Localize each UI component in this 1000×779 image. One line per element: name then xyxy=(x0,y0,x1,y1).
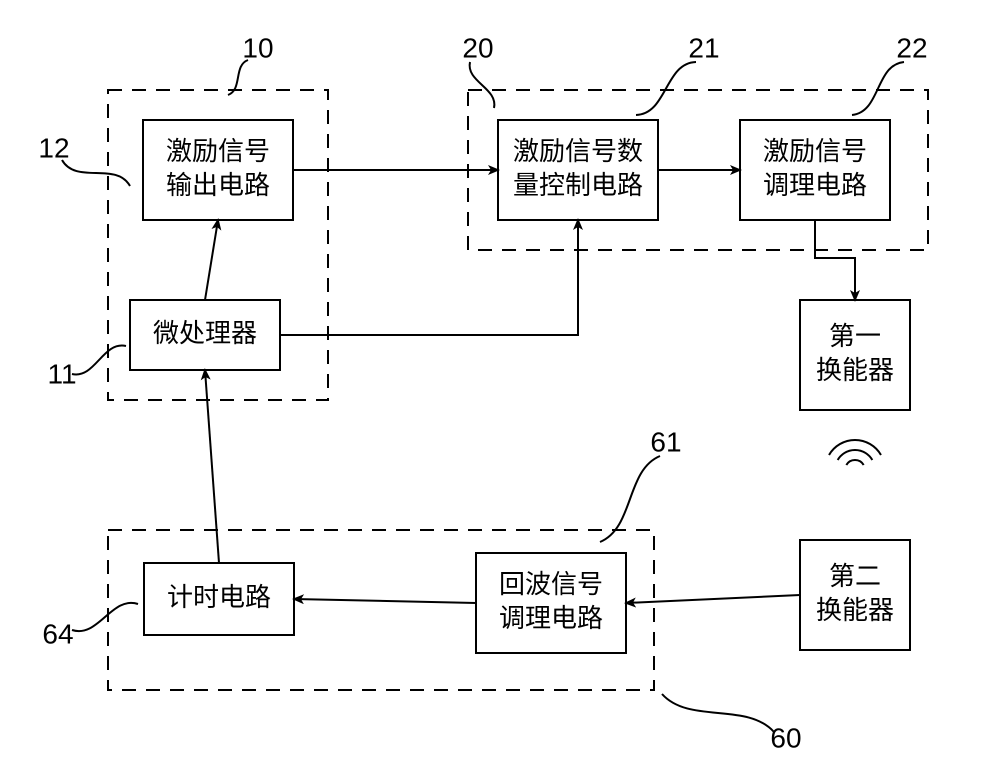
box-b21-label-0: 激励信号数 xyxy=(513,136,643,166)
ref-20: 20 xyxy=(462,32,493,63)
ref-60: 60 xyxy=(770,722,801,753)
ref-64: 64 xyxy=(42,618,73,649)
box-bT1-label-0: 第一 xyxy=(829,321,881,351)
box-b21-label-1: 量控制电路 xyxy=(513,170,643,200)
ref-61: 61 xyxy=(650,426,681,457)
box-b61-label-0: 回波信号 xyxy=(499,569,603,599)
ref-12: 12 xyxy=(38,132,69,163)
ref-11: 11 xyxy=(47,358,76,389)
box-b64-label-0: 计时电路 xyxy=(167,582,271,612)
box-b12-label-0: 激励信号 xyxy=(166,136,270,166)
box-bT2-label-0: 第二 xyxy=(829,561,881,591)
canvas-bg xyxy=(0,0,1000,779)
box-b22-label-1: 调理电路 xyxy=(763,170,867,200)
box-b22-label-0: 激励信号 xyxy=(763,136,867,166)
box-b61-label-1: 调理电路 xyxy=(499,603,603,633)
box-b12-label-1: 输出电路 xyxy=(166,170,270,200)
ref-21: 21 xyxy=(688,32,719,63)
ref-10: 10 xyxy=(242,32,273,63)
ref-22: 22 xyxy=(896,32,927,63)
box-bT2-label-1: 换能器 xyxy=(816,595,894,625)
box-bT1-label-1: 换能器 xyxy=(816,355,894,385)
box-b11-label-0: 微处理器 xyxy=(153,318,257,348)
